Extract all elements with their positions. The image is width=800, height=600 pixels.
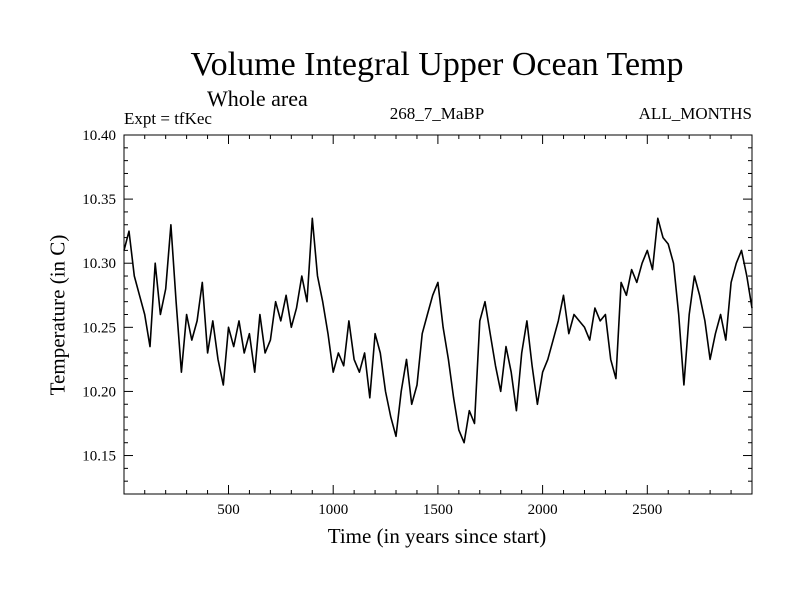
axis-ticks — [124, 134, 752, 494]
x-axis-label: Time (in years since start) — [327, 524, 547, 548]
x-tick-label: 1500 — [423, 502, 453, 518]
x-tick-label: 1000 — [318, 502, 348, 518]
chart-subtitle: Whole area — [207, 86, 308, 111]
plot-frame — [123, 134, 753, 495]
run-label: 268_7_MaBP — [389, 104, 485, 123]
axis-tick-labels: 500 1000 1500 2000 2500 10.15 10.20 10.25 10.30 1… — [82, 128, 662, 518]
chart-title: Volume Integral Upper Ocean Temp — [190, 46, 684, 83]
y-tick-label: 10.20 — [82, 384, 116, 400]
y-tick-label: 10.40 — [82, 128, 116, 144]
x-tick-label: 2500 — [632, 502, 662, 518]
x-tick-label: 2000 — [528, 502, 558, 518]
temperature-series-line — [123, 217, 753, 444]
y-tick-label: 10.25 — [82, 320, 116, 336]
experiment-label: Expt = tfKec — [124, 109, 212, 128]
y-tick-label: 10.15 — [82, 449, 116, 465]
y-tick-label: 10.35 — [82, 192, 116, 208]
months-label: ALL_MONTHS — [638, 104, 752, 123]
y-tick-label: 10.30 — [82, 256, 116, 272]
x-tick-label: 500 — [217, 502, 240, 518]
